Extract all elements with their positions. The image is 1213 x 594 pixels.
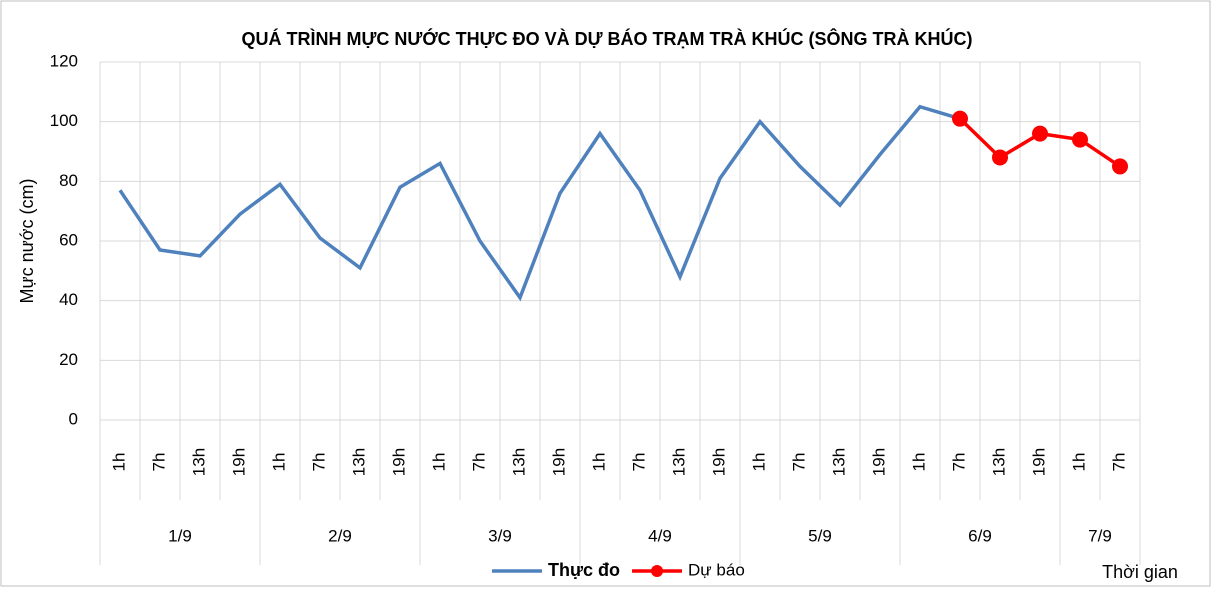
- x-tick-label: 1h: [109, 453, 128, 472]
- x-tick-label: 13h: [669, 448, 688, 476]
- x-tick-label: 19h: [709, 448, 728, 476]
- group-label: 4/9: [648, 526, 672, 545]
- y-tick-label: 0: [69, 409, 78, 428]
- x-tick-label: 7h: [629, 453, 648, 472]
- x-tick-label: 1h: [749, 453, 768, 472]
- x-tick-label: 7h: [949, 453, 968, 472]
- x-tick-label: 1h: [1069, 453, 1088, 472]
- marker: [1072, 131, 1088, 148]
- y-tick-label: 60: [59, 230, 78, 249]
- x-tick-label: 1h: [589, 453, 608, 472]
- x-tick-label: 13h: [989, 448, 1008, 476]
- marker: [952, 110, 968, 127]
- x-tick-label: 19h: [229, 448, 248, 476]
- x-tick-label: 1h: [909, 453, 928, 472]
- marker: [992, 149, 1008, 166]
- x-tick-label: 19h: [389, 448, 408, 476]
- group-label: 5/9: [808, 526, 832, 545]
- x-tick-label: 7h: [469, 453, 488, 472]
- x-tick-label: 13h: [189, 448, 208, 476]
- x-tick-label: 1h: [269, 453, 288, 472]
- x-tick-label: 13h: [509, 448, 528, 476]
- x-tick-label: 7h: [1109, 453, 1128, 472]
- x-axis-label: Thời gian: [1102, 562, 1178, 582]
- group-label: 1/9: [168, 526, 192, 545]
- legend-label: Dự báo: [688, 560, 745, 579]
- marker: [1032, 125, 1048, 142]
- y-tick-label: 40: [59, 290, 78, 309]
- x-tick-label: 7h: [789, 453, 808, 472]
- legend-marker: [651, 565, 664, 577]
- x-tick-label: 13h: [829, 448, 848, 476]
- series-line: [118, 104, 961, 302]
- y-tick-label: 120: [50, 51, 78, 70]
- x-tick-label: 7h: [149, 453, 168, 472]
- y-axis-label: Mực nước (cm): [17, 179, 37, 304]
- chart-title: QUÁ TRÌNH MỰC NƯỚC THỰC ĐO VÀ DỰ BÁO TRẠ…: [241, 28, 972, 49]
- legend-label: Thực đo: [548, 560, 620, 580]
- x-tick-label: 1h: [429, 453, 448, 472]
- marker: [1112, 158, 1128, 175]
- group-label: 3/9: [488, 526, 512, 545]
- x-tick-label: 19h: [1029, 448, 1048, 476]
- x-tick-label: 13h: [349, 448, 368, 476]
- group-label: 2/9: [328, 526, 352, 545]
- y-tick-label: 80: [59, 171, 78, 190]
- y-tick-label: 20: [59, 350, 78, 369]
- group-label: 6/9: [968, 526, 992, 545]
- y-tick-label: 100: [50, 111, 78, 130]
- group-label: 7/9: [1088, 526, 1112, 545]
- x-tick-label: 19h: [869, 448, 888, 476]
- x-tick-label: 7h: [309, 453, 328, 472]
- x-tick-label: 19h: [549, 448, 568, 476]
